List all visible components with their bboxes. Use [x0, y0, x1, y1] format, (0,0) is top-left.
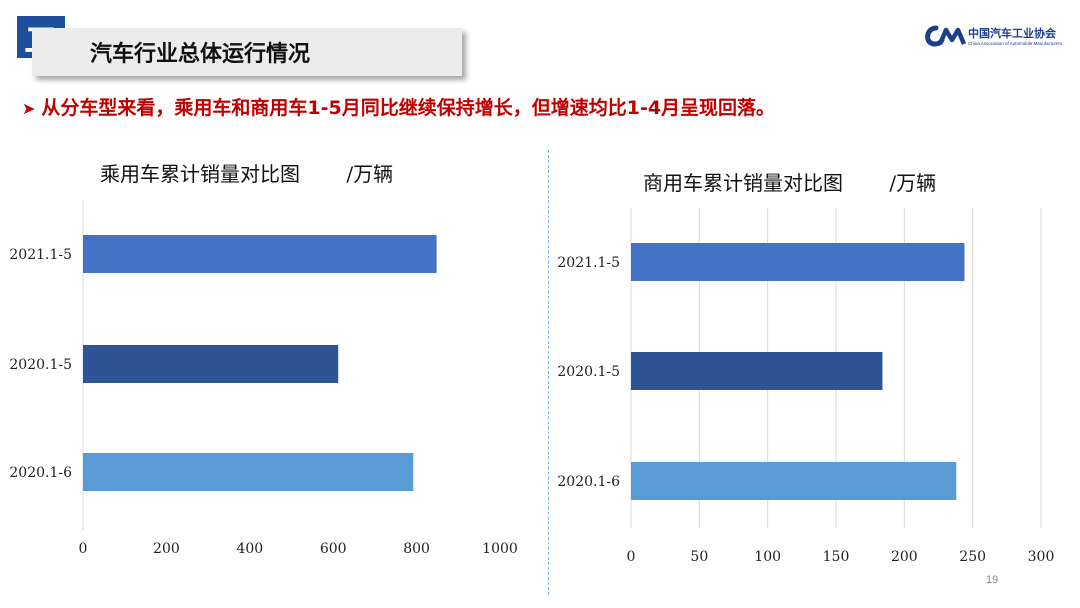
- left-x-tick-label: 600: [320, 541, 347, 557]
- left-chart-title-text: 乘用车累计销量对比图: [100, 162, 300, 186]
- left-bar-2020.1-6: [83, 453, 414, 491]
- summary-bullet: ➤ 从分车型来看，乘用车和商用车1-5月同比继续保持增长，但增速均比1-4月呈现回…: [22, 93, 775, 120]
- right-chart-unit: /万辆: [889, 171, 937, 195]
- left-chart-unit: /万辆: [346, 162, 394, 186]
- right-bar-2021.1-5: [631, 243, 965, 281]
- caam-logo-icon: [925, 25, 967, 47]
- right-x-tick-label: 300: [1028, 549, 1055, 565]
- page-number: 19: [986, 574, 999, 586]
- logo-text-en: China Association of Automobile Manufact…: [968, 41, 1063, 46]
- right-x-tick-label: 150: [823, 549, 850, 565]
- right-bar-2020.1-5: [631, 352, 883, 390]
- left-bar-2021.1-5: [83, 235, 437, 273]
- left-x-tick-label: 800: [403, 541, 430, 557]
- right-category-label: 2021.1-5: [557, 255, 620, 271]
- left-x-tick-label: 400: [236, 541, 263, 557]
- right-category-label: 2020.1-6: [557, 474, 620, 490]
- left-category-label: 2021.1-5: [9, 247, 72, 263]
- right-chart-title: 商用车累计销量对比图 /万辆: [643, 167, 936, 196]
- right-x-tick-label: 50: [690, 549, 708, 565]
- left-bar-2020.1-5: [83, 345, 339, 383]
- caam-logo: 中国汽车工业协会 China Association of Automobile…: [922, 24, 1074, 52]
- logo-text-cn: 中国汽车工业协会: [968, 27, 1056, 40]
- left-category-label: 2020.1-6: [9, 465, 72, 481]
- right-chart-title-text: 商用车累计销量对比图: [643, 171, 843, 195]
- right-bar-2020.1-6: [631, 462, 957, 500]
- page-title: 汽车行业总体运行情况: [90, 42, 311, 67]
- left-x-tick-label: 1000: [482, 541, 518, 557]
- right-x-tick-label: 100: [754, 549, 781, 565]
- right-category-label: 2020.1-5: [557, 364, 620, 380]
- left-category-label: 2020.1-5: [9, 357, 72, 373]
- left-x-tick-label: 0: [79, 541, 88, 557]
- summary-text: 从分车型来看，乘用车和商用车1-5月同比继续保持增长，但增速均比1-4月呈现回落…: [41, 97, 776, 119]
- right-x-tick-label: 200: [891, 549, 918, 565]
- title-bar: [32, 28, 462, 76]
- chart-divider: [548, 150, 549, 595]
- left-chart-title: 乘用车累计销量对比图 /万辆: [100, 158, 393, 187]
- left-x-tick-label: 200: [153, 541, 180, 557]
- right-x-tick-label: 250: [959, 549, 986, 565]
- right-x-tick-label: 0: [627, 549, 636, 565]
- arrow-right-icon: ➤: [22, 99, 36, 118]
